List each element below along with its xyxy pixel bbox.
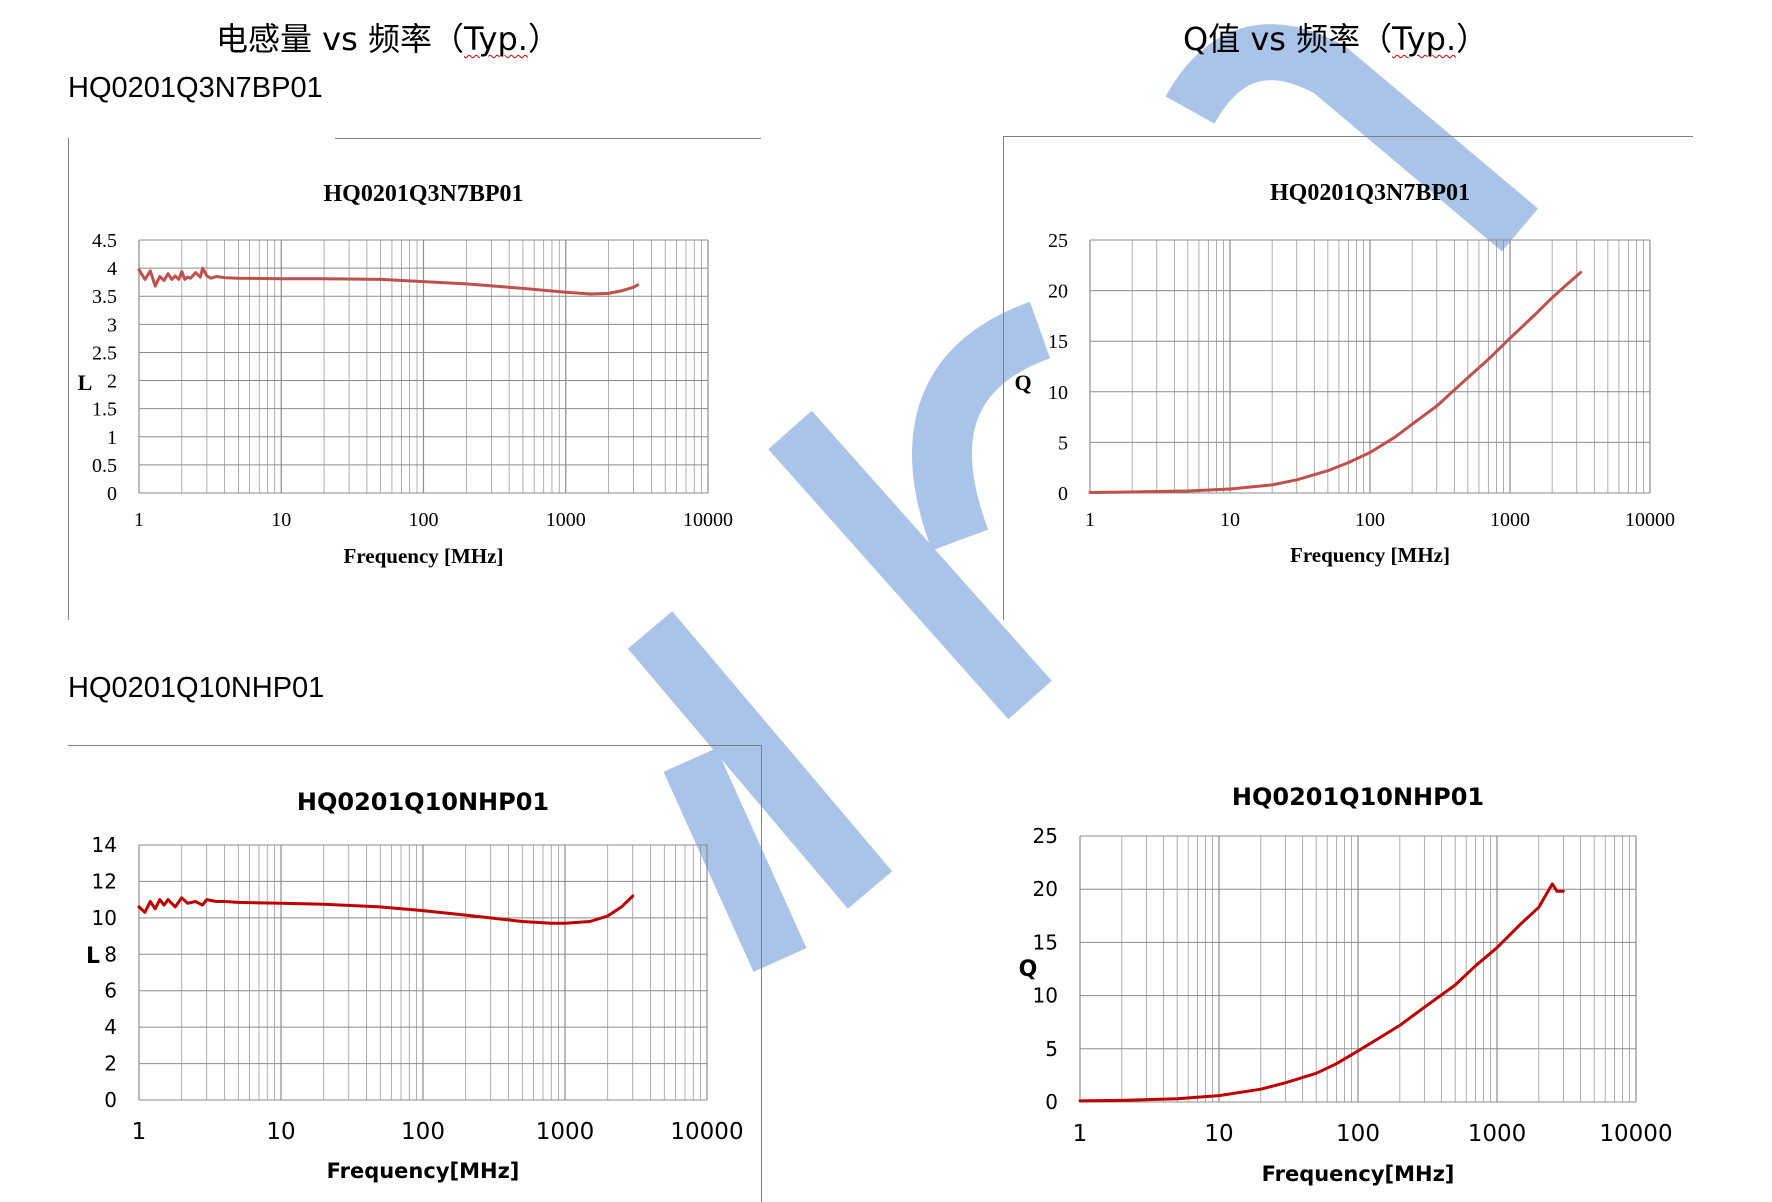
- chart1-frame-top: [335, 138, 761, 139]
- part-label-2: HQ0201Q10NHP01: [68, 672, 325, 704]
- y-tick-label: 12: [92, 869, 117, 893]
- x-tick-label: 1000: [536, 1119, 595, 1145]
- y-tick-label: 4.5: [92, 230, 117, 252]
- y-axis-label: Q: [1019, 957, 1038, 982]
- y-tick-label: 14: [92, 833, 117, 857]
- x-tick-label: 100: [1355, 509, 1385, 531]
- heading-left-typ: Typ.: [463, 20, 528, 58]
- y-tick-label: 5: [1058, 432, 1068, 454]
- y-tick-label: 10: [92, 906, 117, 930]
- y-tick-label: 15: [1048, 331, 1068, 353]
- x-tick-label: 10000: [1625, 509, 1675, 531]
- chart-title: HQ0201Q10NHP01: [1232, 783, 1484, 811]
- x-tick-label: 1: [1085, 509, 1095, 531]
- x-axis-label: Frequency[MHz]: [327, 1159, 520, 1183]
- heading-left-suffix: ）: [527, 20, 560, 58]
- y-tick-label: 4: [107, 258, 117, 280]
- x-axis-label: Frequency [MHz]: [1290, 543, 1450, 567]
- y-tick-label: 1: [107, 427, 117, 449]
- chart2-frame-left: [1003, 136, 1004, 620]
- x-tick-label: 1: [1073, 1121, 1088, 1147]
- y-tick-label: 3.5: [92, 286, 117, 308]
- x-tick-label: 10: [266, 1119, 295, 1145]
- series-line: [137, 894, 635, 925]
- chart3-frame-right: [761, 745, 762, 1202]
- x-tick-label: 1000: [1490, 509, 1530, 531]
- heading-right-prefix: Q值 vs 频率（: [1183, 20, 1393, 58]
- chart-title: HQ0201Q10NHP01: [297, 788, 549, 816]
- x-tick-label: 100: [409, 509, 439, 531]
- y-axis-label: Q: [1014, 370, 1031, 395]
- y-tick-label: 2: [107, 371, 117, 393]
- x-tick-label: 1: [132, 1119, 147, 1145]
- chart-title: HQ0201Q3N7BP01: [323, 181, 523, 207]
- heading-right-suffix: ）: [1456, 20, 1489, 58]
- y-tick-label: 15: [1033, 930, 1058, 954]
- y-tick-label: 0: [1058, 483, 1068, 505]
- y-tick-label: 0.5: [92, 455, 117, 477]
- heading-q-vs-frequency: Q值 vs 频率（Typ.）: [1183, 14, 1488, 60]
- series-line: [1078, 882, 1565, 1103]
- x-tick-label: 10000: [670, 1119, 743, 1145]
- x-tick-label: 10: [1204, 1121, 1233, 1147]
- part-label-1: HQ0201Q3N7BP01: [68, 72, 323, 104]
- y-axis-label: L: [78, 370, 93, 395]
- heading-left-prefix: 电感量 vs 频率（: [216, 20, 464, 58]
- x-axis-label: Frequency[MHz]: [1262, 1162, 1455, 1186]
- series-line: [1088, 270, 1583, 494]
- heading-inductance-vs-frequency: 电感量 vs 频率（Typ.）: [216, 14, 560, 60]
- x-tick-label: 10000: [683, 509, 733, 531]
- y-tick-label: 25: [1048, 230, 1068, 252]
- x-tick-label: 1000: [1468, 1121, 1527, 1147]
- x-tick-label: 10: [271, 509, 291, 531]
- y-tick-label: 2: [104, 1052, 117, 1076]
- y-tick-label: 1.5: [92, 399, 117, 421]
- y-tick-label: 4: [104, 1015, 117, 1039]
- x-tick-label: 100: [1336, 1121, 1380, 1147]
- y-tick-label: 10: [1048, 382, 1068, 404]
- chart1-frame-left: [68, 138, 69, 620]
- heading-right-typ: Typ.: [1392, 20, 1457, 58]
- y-tick-label: 3: [107, 314, 117, 336]
- y-tick-label: 2.5: [92, 342, 117, 364]
- x-tick-label: 1: [134, 509, 144, 531]
- y-tick-label: 5: [1045, 1037, 1058, 1061]
- x-tick-label: 100: [401, 1119, 445, 1145]
- x-tick-label: 1000: [546, 509, 586, 531]
- chart3-frame-top: [68, 745, 761, 746]
- y-tick-label: 20: [1033, 877, 1058, 901]
- chart-title: HQ0201Q3N7BP01: [1270, 180, 1470, 206]
- x-tick-label: 10000: [1599, 1121, 1672, 1147]
- chart2-frame-top: [1003, 136, 1693, 137]
- x-axis-label: Frequency [MHz]: [344, 544, 504, 568]
- y-tick-label: 20: [1048, 281, 1068, 303]
- y-tick-label: 0: [1045, 1090, 1058, 1114]
- y-tick-label: 10: [1033, 984, 1058, 1008]
- x-tick-label: 10: [1220, 509, 1240, 531]
- y-tick-label: 0: [104, 1088, 117, 1112]
- y-axis-label: L: [86, 944, 100, 969]
- y-tick-label: 0: [107, 483, 117, 505]
- y-tick-label: 6: [104, 979, 117, 1003]
- y-tick-label: 8: [104, 942, 117, 966]
- series-line: [137, 266, 640, 296]
- y-tick-label: 25: [1033, 824, 1058, 848]
